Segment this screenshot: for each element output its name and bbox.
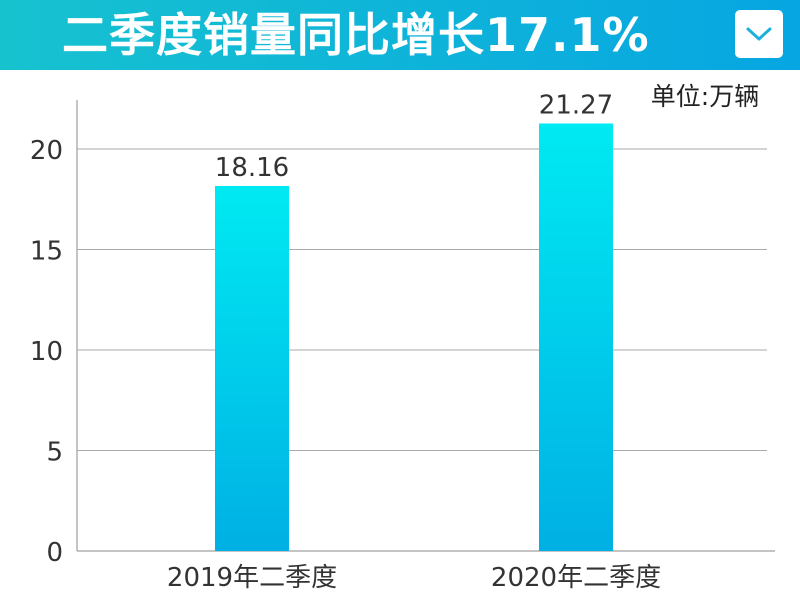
page-title: 二季度销量同比增长17.1% [62,8,650,62]
unit-label: 单位:万辆 [651,82,759,111]
bar-chart: 0 5 10 15 20 18.16 2019年二季度 21.27 2020年二季度 单位:万… [30,82,775,593]
y-tick-label: 10 [30,337,63,367]
y-tick-label: 5 [46,438,63,468]
y-tick-label: 20 [30,136,63,166]
bar-value-label: 18.16 [215,153,289,183]
header-bar: 二季度销量同比增长17.1% [0,0,800,70]
y-tick-label: 0 [46,538,63,568]
chevron-down-icon [746,27,772,41]
bar-value-label: 21.27 [539,90,613,120]
x-category-label: 2019年二季度 [167,563,337,593]
bar [215,185,289,551]
x-category-label: 2020年二季度 [491,563,661,593]
dropdown-button[interactable] [735,10,783,58]
y-tick-label: 15 [30,237,63,267]
bar [539,123,613,552]
